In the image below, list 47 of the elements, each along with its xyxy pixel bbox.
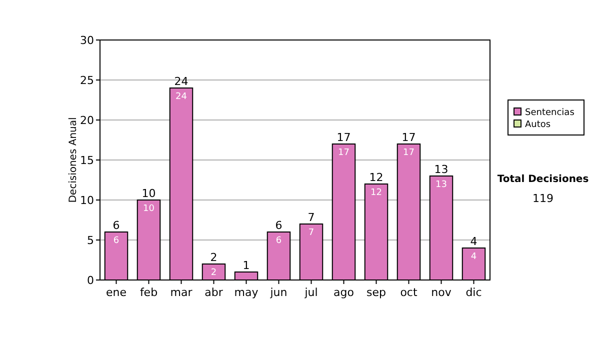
total-label: 12 — [369, 171, 384, 184]
x-tick-label: jun — [269, 286, 288, 299]
data-label: 13 — [436, 180, 447, 190]
x-tick-label: may — [234, 286, 259, 299]
y-axis-title: Decisiones Anual — [68, 117, 79, 203]
y-tick-label: 15 — [80, 154, 94, 167]
data-label: 4 — [470, 252, 477, 262]
x-tick-label: nov — [431, 286, 452, 299]
data-label: 17 — [403, 148, 414, 158]
legend-label: Autos — [525, 120, 551, 130]
data-label: 2 — [210, 268, 217, 278]
total-label: 24 — [174, 75, 188, 88]
total-label: 2 — [210, 251, 218, 264]
y-tick-label: 30 — [80, 34, 94, 47]
total-label: 7 — [308, 211, 315, 224]
data-label: 10 — [143, 204, 155, 214]
y-tick-label: 10 — [80, 194, 94, 207]
legend-label: Sentencias — [525, 108, 575, 118]
y-tick-label: 25 — [80, 74, 94, 87]
data-label: 6 — [113, 236, 120, 246]
y-tick-label: 0 — [87, 274, 94, 287]
total-label: 13 — [434, 163, 448, 176]
x-tick-label: abr — [204, 286, 224, 299]
total-label: 1 — [242, 259, 250, 272]
text: Total Decisiones — [497, 174, 589, 185]
x-tick-label: ago — [334, 286, 354, 299]
y-tick-label: 20 — [80, 114, 94, 127]
x-tick-label: jul — [304, 286, 318, 299]
x-tick-label: oct — [400, 286, 418, 299]
total-label: 17 — [336, 131, 351, 144]
total-label: 6 — [112, 219, 120, 232]
x-tick-label: dic — [466, 286, 482, 299]
total-label: 6 — [275, 219, 282, 232]
y-tick-label: 5 — [87, 234, 94, 247]
text: 119 — [532, 192, 554, 205]
x-tick-label: ene — [106, 286, 127, 299]
total-label: 17 — [402, 131, 416, 144]
data-label: 24 — [176, 92, 188, 102]
x-tick-label: feb — [140, 286, 158, 299]
data-label: 17 — [338, 148, 350, 158]
x-tick-label: mar — [170, 286, 193, 299]
total-label: 10 — [142, 187, 156, 200]
data-label: 6 — [276, 236, 282, 246]
data-label: 12 — [370, 188, 382, 198]
total-label: 4 — [470, 235, 478, 248]
data-label: 7 — [308, 228, 314, 238]
x-tick-label: sep — [366, 286, 386, 299]
